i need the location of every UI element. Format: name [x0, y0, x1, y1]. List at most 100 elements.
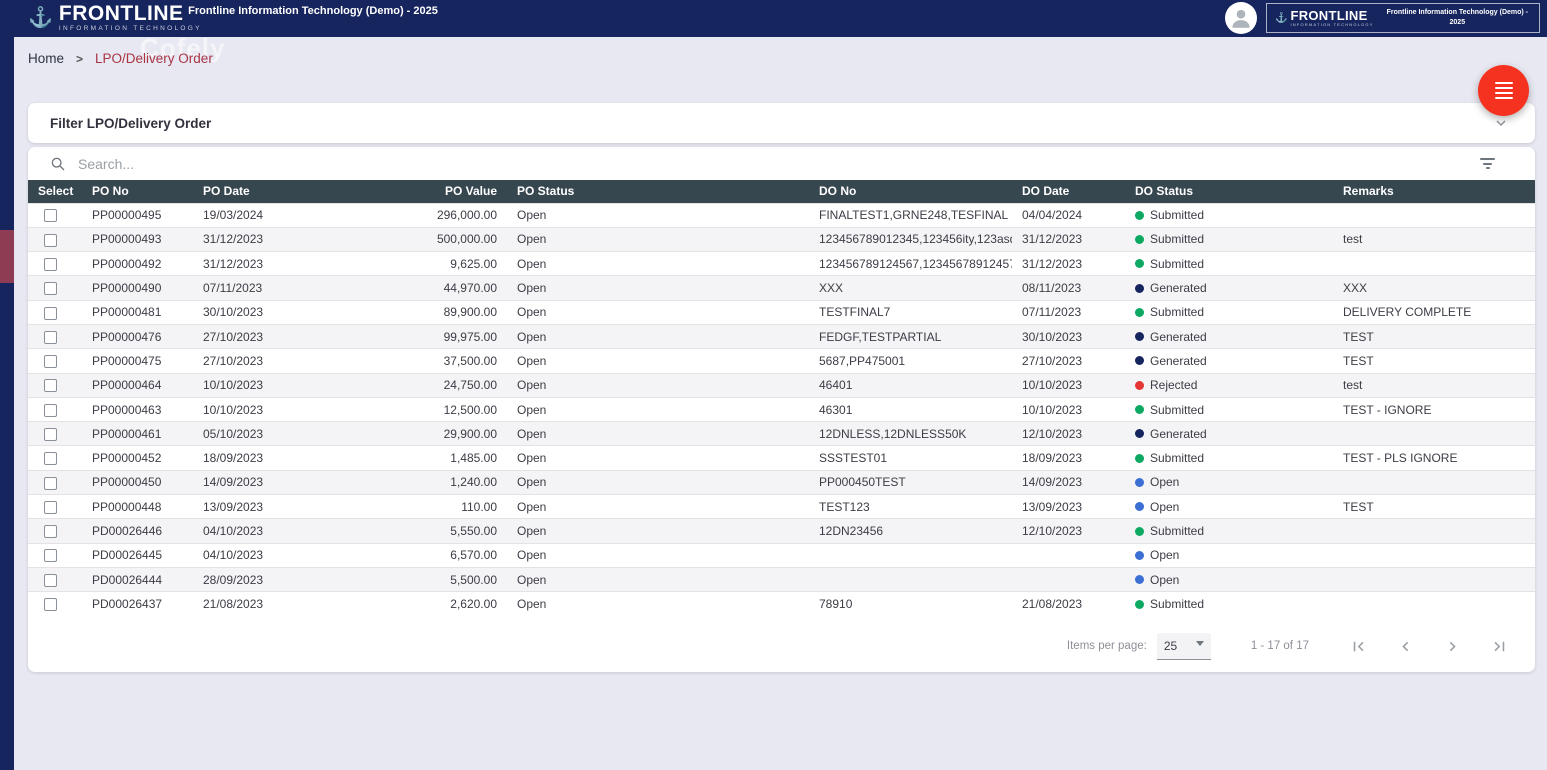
company-badge: ⚓ FRONTLINE INFORMATION TECHNOLOGY Front… — [1266, 3, 1540, 33]
cell-po-date: 28/09/2023 — [193, 567, 422, 591]
table-row[interactable]: PP00000493 31/12/2023 500,000.00 Open 12… — [28, 227, 1535, 251]
cell-remarks: TEST — [1333, 495, 1535, 519]
row-checkbox[interactable] — [44, 307, 57, 320]
row-checkbox[interactable] — [44, 574, 57, 587]
items-per-page-select[interactable]: 25 — [1157, 633, 1211, 660]
row-checkbox[interactable] — [44, 477, 57, 490]
last-page-button[interactable] — [1486, 637, 1513, 656]
user-avatar[interactable] — [1225, 2, 1257, 34]
row-checkbox[interactable] — [44, 209, 57, 222]
first-page-icon — [1349, 637, 1368, 656]
cell-po-no: PP00000493 — [82, 227, 193, 251]
cell-po-date: 13/09/2023 — [193, 495, 422, 519]
cell-po-value: 6,570.00 — [422, 543, 507, 567]
cell-remarks: TEST - IGNORE — [1333, 397, 1535, 421]
cell-po-no: PP00000463 — [82, 397, 193, 421]
table-row[interactable]: PP00000452 18/09/2023 1,485.00 Open SSST… — [28, 446, 1535, 470]
cell-po-no: PP00000452 — [82, 446, 193, 470]
cell-do-status: Submitted — [1150, 524, 1204, 538]
cell-do-date: 30/10/2023 — [1012, 324, 1125, 348]
table-row[interactable]: PP00000450 14/09/2023 1,240.00 Open PP00… — [28, 470, 1535, 494]
cell-do-date — [1012, 567, 1125, 591]
hamburger-icon — [1495, 82, 1513, 85]
status-dot-icon — [1135, 478, 1144, 487]
table-row[interactable]: PP00000495 19/03/2024 296,000.00 Open FI… — [28, 203, 1535, 227]
breadcrumb-current-page: LPO/Delivery Order — [95, 51, 213, 66]
row-checkbox[interactable] — [44, 404, 57, 417]
table-row[interactable]: PD00026444 28/09/2023 5,500.00 Open Open — [28, 567, 1535, 591]
row-checkbox[interactable] — [44, 234, 57, 247]
chevron-right-icon — [1443, 637, 1462, 656]
row-checkbox[interactable] — [44, 355, 57, 368]
table-row[interactable]: PP00000490 07/11/2023 44,970.00 Open XXX… — [28, 276, 1535, 300]
breadcrumb-home-link[interactable]: Home — [28, 51, 64, 66]
chevron-left-icon — [1396, 637, 1415, 656]
table-row[interactable]: PD00026446 04/10/2023 5,550.00 Open 12DN… — [28, 519, 1535, 543]
cell-remarks — [1333, 470, 1535, 494]
filter-list-icon[interactable] — [1480, 158, 1495, 169]
table-row[interactable]: PD00026445 04/10/2023 6,570.00 Open Open — [28, 543, 1535, 567]
cell-po-status: Open — [507, 227, 809, 251]
table-row[interactable]: PP00000461 05/10/2023 29,900.00 Open 12D… — [28, 422, 1535, 446]
row-checkbox[interactable] — [44, 282, 57, 295]
table-row[interactable]: PD00026437 21/08/2023 2,620.00 Open 7891… — [28, 592, 1535, 616]
chevron-down-icon[interactable] — [1493, 115, 1509, 131]
cell-po-no: PP00000495 — [82, 203, 193, 227]
cell-po-status: Open — [507, 349, 809, 373]
previous-page-button[interactable] — [1392, 637, 1419, 656]
cell-do-no: 12DNLESS,12DNLESS50K — [809, 422, 1012, 446]
filter-panel[interactable]: Filter LPO/Delivery Order — [28, 103, 1535, 143]
table-row[interactable]: PP00000448 13/09/2023 110.00 Open TEST12… — [28, 495, 1535, 519]
cell-po-status: Open — [507, 592, 809, 616]
pagination-bar: Items per page: 25 1 - 17 of 17 — [28, 620, 1535, 672]
menu-fab-button[interactable] — [1478, 65, 1529, 116]
cell-do-no: 123456789012345,123456ity,123asd45 — [809, 227, 1012, 251]
status-dot-icon — [1135, 235, 1144, 244]
cell-po-date: 21/08/2023 — [193, 592, 422, 616]
table-row[interactable]: PP00000476 27/10/2023 99,975.00 Open FED… — [28, 324, 1535, 348]
first-page-button[interactable] — [1345, 637, 1372, 656]
cell-do-date: 07/11/2023 — [1012, 300, 1125, 324]
cell-po-value: 1,240.00 — [422, 470, 507, 494]
row-checkbox[interactable] — [44, 452, 57, 465]
row-checkbox[interactable] — [44, 501, 57, 514]
company-title: Frontline Information Technology (Demo) … — [188, 4, 438, 19]
row-checkbox[interactable] — [44, 331, 57, 344]
cell-po-date: 27/10/2023 — [193, 324, 422, 348]
cell-po-date: 18/09/2023 — [193, 446, 422, 470]
next-page-button[interactable] — [1439, 637, 1466, 656]
sidebar-active-indicator[interactable] — [0, 230, 14, 283]
cell-remarks: test — [1333, 227, 1535, 251]
row-checkbox[interactable] — [44, 598, 57, 611]
frontline-mini-logo: ⚓ FRONTLINE INFORMATION TECHNOLOGY — [1275, 9, 1374, 27]
collapsed-sidebar-rail[interactable] — [0, 37, 14, 770]
row-checkbox[interactable] — [44, 379, 57, 392]
cell-do-status: Submitted — [1150, 451, 1204, 465]
select-caret-icon — [1196, 641, 1204, 646]
table-row[interactable]: PP00000481 30/10/2023 89,900.00 Open TES… — [28, 300, 1535, 324]
cell-po-date: 07/11/2023 — [193, 276, 422, 300]
items-per-page-label: Items per page: — [1067, 640, 1147, 652]
table-row[interactable]: PP00000475 27/10/2023 37,500.00 Open 568… — [28, 349, 1535, 373]
table-row[interactable]: PP00000464 10/10/2023 24,750.00 Open 464… — [28, 373, 1535, 397]
search-input[interactable] — [78, 156, 1468, 172]
person-icon — [1228, 5, 1254, 31]
row-checkbox[interactable] — [44, 549, 57, 562]
cell-po-status: Open — [507, 422, 809, 446]
row-checkbox[interactable] — [44, 428, 57, 441]
cell-po-value: 500,000.00 — [422, 227, 507, 251]
cell-remarks: TEST — [1333, 349, 1535, 373]
row-checkbox[interactable] — [44, 525, 57, 538]
cell-po-status: Open — [507, 495, 809, 519]
table-row[interactable]: PP00000492 31/12/2023 9,625.00 Open 1234… — [28, 252, 1535, 276]
cell-remarks — [1333, 422, 1535, 446]
table-row[interactable]: PP00000463 10/10/2023 12,500.00 Open 463… — [28, 397, 1535, 421]
cell-do-status: Open — [1150, 475, 1179, 489]
row-checkbox[interactable] — [44, 258, 57, 271]
cell-po-no: PP00000464 — [82, 373, 193, 397]
cell-po-status: Open — [507, 252, 809, 276]
cell-po-date: 30/10/2023 — [193, 300, 422, 324]
cell-do-no: 12DN23456 — [809, 519, 1012, 543]
cell-do-date: 12/10/2023 — [1012, 519, 1125, 543]
lpo-delivery-order-table: Select PO No PO Date PO Value PO Status … — [28, 180, 1535, 616]
